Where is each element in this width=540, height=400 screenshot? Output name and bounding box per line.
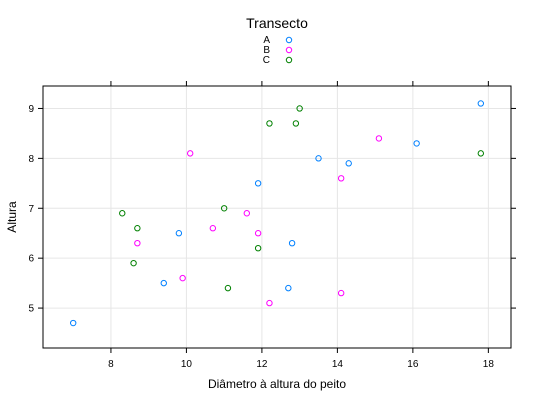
data-point-B bbox=[266, 299, 273, 307]
data-point-A bbox=[413, 140, 420, 147]
y-tick-label: 6 bbox=[28, 254, 34, 265]
y-axis-label: Altura bbox=[5, 201, 19, 233]
data-point-B bbox=[337, 289, 345, 297]
legend-title: Transecto bbox=[246, 15, 308, 31]
data-points bbox=[69, 100, 485, 327]
legend-entry-label: A bbox=[263, 35, 270, 46]
data-point-B bbox=[179, 274, 186, 282]
data-point-A bbox=[285, 284, 292, 292]
data-point-B bbox=[209, 225, 217, 232]
data-point-A bbox=[288, 240, 296, 247]
data-point-B bbox=[254, 230, 262, 237]
legend-marker bbox=[285, 36, 293, 44]
data-point-C bbox=[266, 120, 273, 127]
legend: Transecto ABC bbox=[246, 15, 308, 66]
x-tick-label: 16 bbox=[407, 359, 419, 370]
legend-entry-label: C bbox=[263, 55, 270, 66]
data-point-C bbox=[254, 244, 262, 252]
data-point-C bbox=[477, 150, 485, 157]
axis-tick-labels: 8 10 12 14 16 18 5 6 7 8 9 bbox=[28, 104, 494, 370]
y-tick-label: 9 bbox=[28, 104, 34, 115]
data-point-A bbox=[315, 155, 322, 162]
data-point-C bbox=[130, 259, 137, 267]
grid bbox=[43, 86, 511, 348]
data-point-B bbox=[337, 175, 345, 182]
x-tick-label: 8 bbox=[108, 359, 114, 370]
data-point-C bbox=[134, 225, 141, 232]
data-point-C bbox=[220, 205, 228, 212]
data-point-C bbox=[296, 105, 303, 112]
legend-marker bbox=[285, 46, 293, 54]
data-point-B bbox=[243, 210, 251, 217]
legend-entry-label: B bbox=[263, 45, 270, 56]
data-point-B bbox=[375, 135, 383, 142]
data-point-B bbox=[186, 150, 194, 157]
data-point-C bbox=[292, 120, 300, 127]
data-point-A bbox=[345, 160, 352, 167]
x-tick-label: 12 bbox=[256, 359, 268, 370]
axis-ticks bbox=[38, 81, 516, 353]
x-tick-label: 10 bbox=[181, 359, 193, 370]
data-point-A bbox=[160, 279, 167, 287]
x-tick-label: 14 bbox=[332, 359, 344, 370]
x-tick-label: 18 bbox=[483, 359, 495, 370]
y-tick-label: 5 bbox=[28, 304, 34, 315]
data-point-B bbox=[134, 240, 141, 247]
plot-frame bbox=[42, 85, 512, 349]
data-point-A bbox=[477, 100, 485, 107]
data-point-A bbox=[254, 180, 262, 187]
data-point-A bbox=[175, 230, 183, 237]
plot-area: 8 10 12 14 16 18 5 6 7 8 9 bbox=[28, 81, 516, 370]
legend-entries: ABC bbox=[263, 35, 293, 66]
data-point-A bbox=[69, 319, 77, 327]
y-tick-label: 8 bbox=[28, 154, 34, 165]
data-point-C bbox=[119, 210, 126, 217]
y-tick-label: 7 bbox=[28, 204, 34, 215]
x-axis-label: Diâmetro à altura do peito bbox=[208, 377, 346, 391]
data-point-C bbox=[224, 284, 232, 292]
legend-marker bbox=[285, 56, 293, 64]
